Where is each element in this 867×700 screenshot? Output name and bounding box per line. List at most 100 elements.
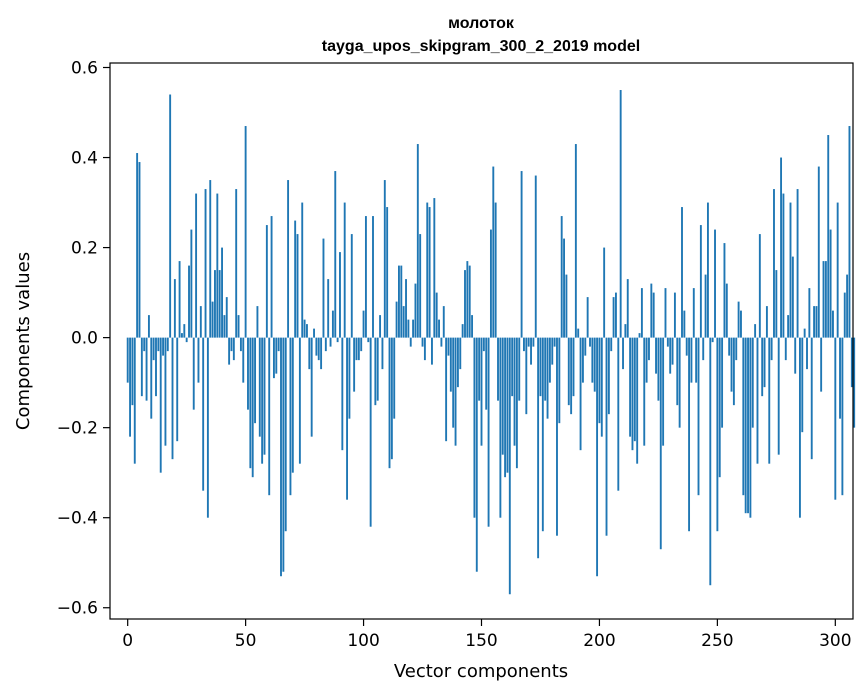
bar xyxy=(740,310,742,338)
bar xyxy=(617,337,620,491)
bar xyxy=(829,229,832,338)
bar xyxy=(442,306,445,338)
bar xyxy=(329,337,332,347)
bar xyxy=(704,274,707,338)
bar xyxy=(190,229,193,338)
bar xyxy=(678,337,681,428)
bar xyxy=(364,216,367,338)
bar xyxy=(589,337,591,347)
bar xyxy=(473,337,476,518)
bar xyxy=(381,337,384,370)
bar xyxy=(655,337,657,374)
bar xyxy=(199,306,202,338)
bars xyxy=(126,90,856,595)
bar xyxy=(815,306,818,338)
y-tick-label: −0.4 xyxy=(57,509,98,529)
bar xyxy=(586,297,589,338)
bar xyxy=(416,144,419,338)
bar xyxy=(716,337,719,532)
bar xyxy=(480,337,483,446)
bar xyxy=(626,279,629,338)
bar xyxy=(518,337,521,401)
y-tick-label: 0.2 xyxy=(71,239,98,259)
bar xyxy=(820,337,823,392)
bar xyxy=(145,337,148,401)
y-tick-label: 0.4 xyxy=(71,149,98,169)
bar xyxy=(581,337,584,383)
bar xyxy=(794,337,797,374)
y-tick-label: 0.6 xyxy=(71,59,98,79)
bar xyxy=(709,337,712,586)
y-axis-label: Components values xyxy=(13,252,34,430)
bar xyxy=(412,319,415,338)
bar xyxy=(730,337,733,392)
bar xyxy=(176,337,179,442)
bar xyxy=(306,324,308,338)
bar xyxy=(706,202,709,338)
bar xyxy=(388,337,391,469)
bar xyxy=(445,337,448,442)
x-tick-label: 200 xyxy=(583,631,615,651)
chart-title-line1: молоток xyxy=(448,15,515,32)
bar xyxy=(433,198,436,338)
bar xyxy=(850,337,853,388)
bar xyxy=(523,337,525,352)
bar xyxy=(282,337,285,572)
bar xyxy=(494,202,497,338)
bar xyxy=(287,180,290,338)
bar xyxy=(162,337,165,356)
bar xyxy=(468,265,471,338)
bar xyxy=(400,265,403,338)
bar xyxy=(596,337,599,577)
bar xyxy=(440,337,443,347)
bar xyxy=(742,337,745,496)
bar xyxy=(374,337,377,406)
bar xyxy=(619,90,622,338)
bar xyxy=(492,166,495,338)
bar xyxy=(765,306,768,338)
bar xyxy=(223,315,226,338)
bar xyxy=(714,229,716,338)
y-axis-ticks: −0.6 −0.4 −0.2 0.0 0.2 0.4 0.6 xyxy=(57,59,110,619)
bar xyxy=(395,301,398,338)
bar xyxy=(204,189,207,338)
bar xyxy=(209,180,212,338)
bar xyxy=(501,337,504,455)
y-tick-label: −0.2 xyxy=(57,419,98,439)
bar xyxy=(369,337,372,527)
bar xyxy=(131,337,134,406)
bar xyxy=(195,193,198,338)
bar xyxy=(513,337,516,446)
bar xyxy=(298,337,301,464)
bar xyxy=(291,337,294,473)
bar xyxy=(685,337,688,356)
bar xyxy=(331,310,334,338)
bar xyxy=(393,337,396,419)
bar xyxy=(666,337,669,347)
bar xyxy=(244,126,247,338)
bar xyxy=(289,337,292,496)
bar xyxy=(235,189,238,338)
bar xyxy=(657,337,660,401)
bar xyxy=(336,337,339,343)
bar xyxy=(423,337,426,361)
bar xyxy=(456,337,459,388)
bar xyxy=(567,337,570,406)
bar xyxy=(136,153,139,338)
bar xyxy=(598,337,601,424)
bar xyxy=(466,261,469,338)
bar xyxy=(768,337,771,464)
bar xyxy=(232,337,235,361)
bar xyxy=(607,337,610,415)
x-tick-label: 50 xyxy=(235,631,257,651)
bar xyxy=(758,234,761,338)
x-tick-label: 0 xyxy=(122,631,133,651)
bar xyxy=(247,337,249,410)
bar xyxy=(485,337,488,410)
bar xyxy=(452,337,455,428)
bar xyxy=(718,337,721,478)
bar xyxy=(185,337,188,343)
bar xyxy=(263,337,266,455)
bar xyxy=(787,315,790,338)
bar xyxy=(824,261,827,338)
